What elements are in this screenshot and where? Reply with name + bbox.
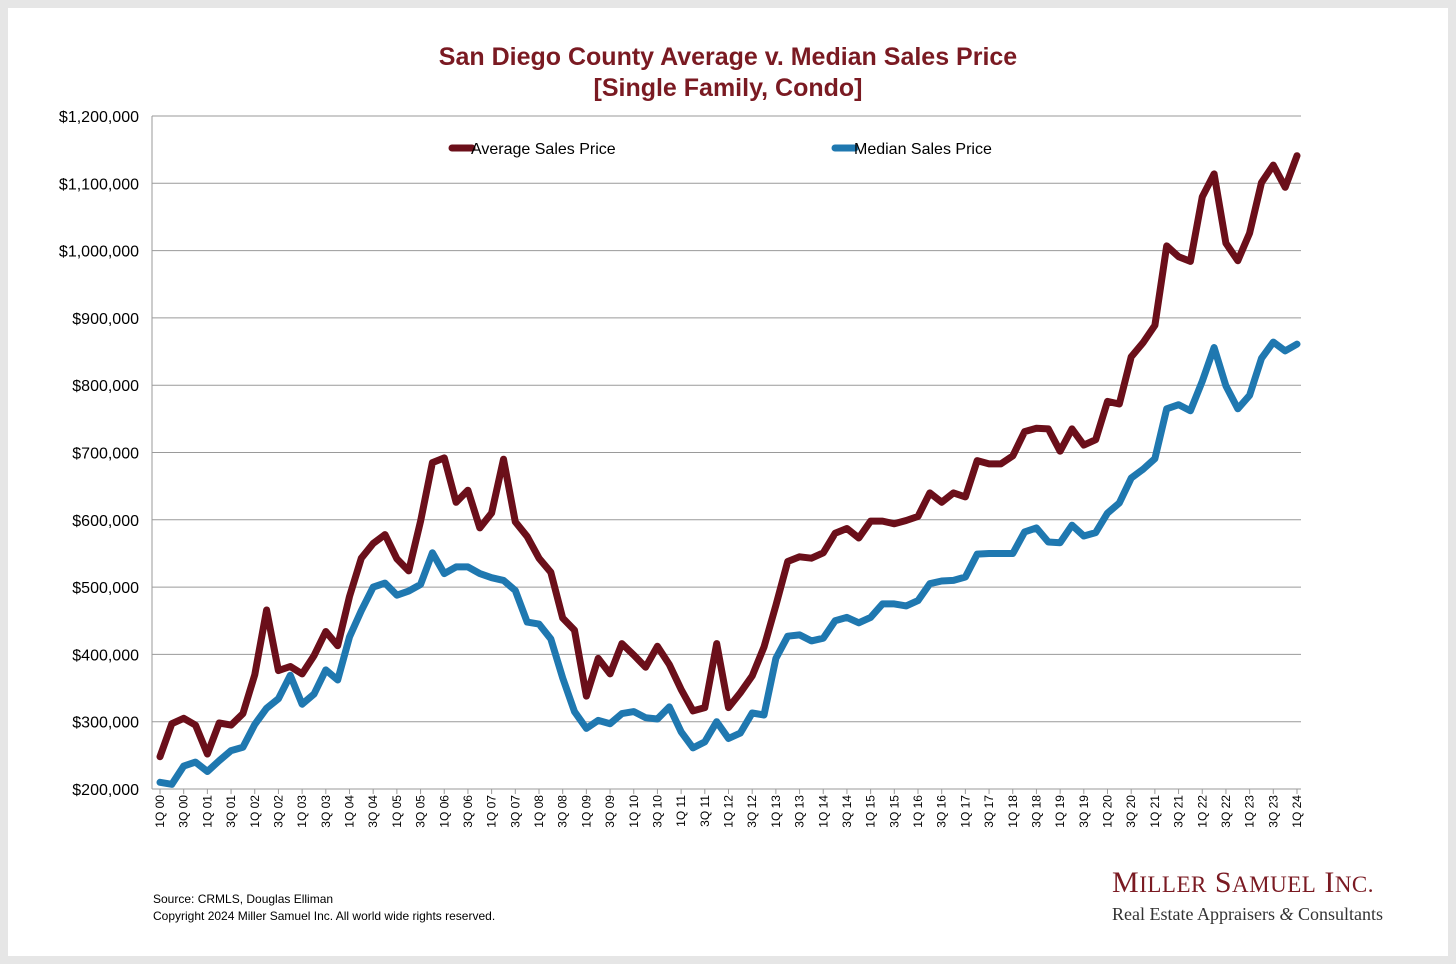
x-tick-label: 1Q 08 (532, 795, 546, 828)
x-tick-label: 3Q 07 (508, 795, 522, 828)
y-tick-label: $900,000 (72, 311, 139, 328)
x-tick-label: 1Q 16 (911, 795, 925, 828)
x-tick-label: 3Q 15 (887, 795, 901, 828)
x-tick-label: 1Q 07 (485, 795, 499, 828)
x-tick-label: 1Q 09 (579, 795, 593, 828)
y-tick-label: $800,000 (72, 378, 139, 395)
x-tick-label: 1Q 18 (1006, 795, 1020, 828)
x-tick-label: 3Q 19 (1077, 795, 1091, 828)
y-tick-label: $300,000 (72, 715, 139, 732)
chart-frame (8, 8, 1448, 956)
x-tick-label: 3Q 22 (1219, 795, 1233, 828)
x-tick-label: 3Q 04 (366, 795, 380, 828)
y-tick-label: $500,000 (72, 580, 139, 597)
x-tick-label: 1Q 22 (1195, 795, 1209, 828)
y-tick-label: $1,100,000 (59, 176, 139, 193)
x-tick-label: 3Q 21 (1172, 795, 1186, 828)
x-tick-label: 3Q 06 (461, 795, 475, 828)
x-tick-label: 3Q 11 (698, 795, 712, 827)
x-tick-label: 1Q 02 (248, 795, 262, 828)
x-tick-label: 1Q 04 (343, 795, 357, 828)
x-tick-label: 3Q 14 (840, 795, 854, 828)
logo-tagline: Real Estate Appraisers & Consultants (1112, 904, 1383, 925)
y-tick-label: $1,200,000 (59, 109, 139, 126)
x-tick-label: 3Q 05 (414, 795, 428, 828)
x-tick-label: 3Q 01 (224, 795, 238, 828)
x-tick-label: 1Q 14 (816, 795, 830, 828)
source-text: Source: CRMLS, Douglas Elliman (153, 892, 334, 906)
y-tick-label: $700,000 (72, 446, 139, 463)
x-tick-label: 1Q 11 (674, 795, 688, 827)
logo-tagline-rendered: Real Estate Appraisers & Consultants (1112, 904, 1383, 924)
x-tick-label: 3Q 02 (271, 795, 285, 828)
x-tick-label: 1Q 19 (1053, 795, 1067, 828)
x-tick-label: 3Q 08 (556, 795, 570, 828)
y-tick-label: $400,000 (72, 647, 139, 664)
x-tick-label: 1Q 06 (437, 795, 451, 828)
x-tick-label: 1Q 21 (1148, 795, 1162, 828)
x-tick-label: 1Q 12 (722, 795, 736, 828)
x-tick-label: 1Q 23 (1243, 795, 1257, 828)
series-line-median-sales-price (156, 338, 1301, 788)
x-tick-label: 1Q 17 (958, 795, 972, 828)
x-tick-label: 3Q 00 (177, 795, 191, 828)
x-tick-label: 3Q 18 (1029, 795, 1043, 828)
legend-label: Median Sales Price (854, 141, 992, 158)
legend-label: Average Sales Price (471, 141, 616, 158)
copyright-text: Copyright 2024 Miller Samuel Inc. All wo… (153, 909, 496, 923)
x-tick-label: 1Q 00 (153, 795, 167, 828)
x-tick-label: 1Q 03 (295, 795, 309, 828)
x-tick-label: 1Q 13 (769, 795, 783, 828)
x-tick-label: 3Q 13 (793, 795, 807, 828)
chart-title-block: San Diego County Average v. Median Sales… (0, 42, 1456, 104)
x-tick-label: 3Q 10 (650, 795, 664, 828)
logo-name-rendered: MILLER SAMUEL INC. (1112, 866, 1375, 899)
chart-title: San Diego County Average v. Median Sales… (438, 43, 1018, 71)
x-tick-label: 1Q 01 (200, 795, 214, 828)
series-lines (156, 152, 1301, 788)
x-tick-label: 1Q 20 (1101, 795, 1115, 828)
x-tick-label: 3Q 12 (745, 795, 759, 828)
company-logo: MILLER SAMUEL INC. Real Estate Appraiser… (1112, 866, 1383, 925)
legend: Average Sales Price Median Sales Price (448, 141, 992, 158)
x-tick-label: 3Q 03 (319, 795, 333, 828)
logo-name: MILLER SAMUEL INC. (1112, 866, 1383, 902)
x-tick-label: 3Q 17 (982, 795, 996, 828)
y-tick-label: $600,000 (72, 513, 139, 530)
x-tick-label: 3Q 09 (603, 795, 617, 828)
y-tick-label: $200,000 (72, 782, 139, 799)
y-tick-label: $1,000,000 (59, 244, 139, 261)
x-tick-label: 1Q 10 (627, 795, 641, 828)
source-note: Source: CRMLS, Douglas Elliman Copyright… (153, 891, 495, 925)
x-axis-tick-labels: 1Q 00 3Q 00 1Q 01 3Q 01 1Q 02 3Q 02 1Q 03 3Q 03… (153, 789, 1304, 828)
y-axis-tick-labels: $200,000 $300,000 $400,000 $500,000 $600,000… (59, 109, 139, 799)
x-tick-label: 1Q 15 (864, 795, 878, 828)
x-tick-label: 3Q 20 (1124, 795, 1138, 828)
x-tick-label: 1Q 05 (390, 795, 404, 828)
x-tick-label: 3Q 16 (935, 795, 949, 828)
x-tick-label: 1Q 24 (1290, 795, 1304, 828)
chart-subtitle: [Single Family, Condo] (593, 74, 863, 102)
x-tick-label: 3Q 23 (1266, 795, 1280, 828)
series-line-average-sales-price (156, 152, 1301, 761)
